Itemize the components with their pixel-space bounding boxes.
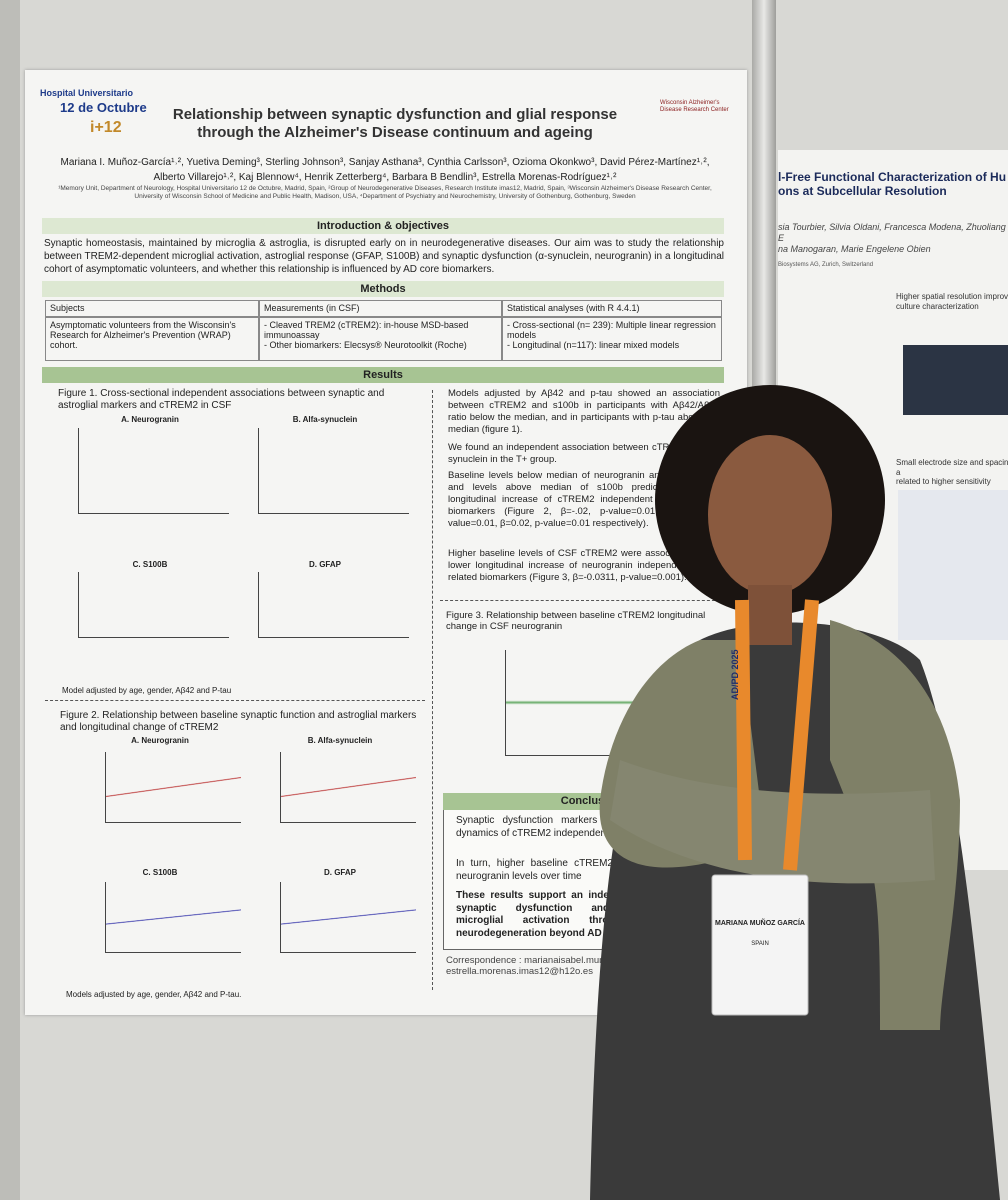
neighbor-title: l-Free Functional Characterization of Hu…: [778, 170, 1007, 199]
logo-text: 12 de Octubre: [60, 100, 147, 115]
panel-title: A. Neurogranin: [131, 736, 189, 745]
figure-caption: Figure 1. Cross-sectional independent as…: [58, 388, 385, 411]
section-heading: Results: [42, 367, 724, 383]
divider: [45, 700, 425, 701]
logo-text: i+12: [90, 119, 122, 136]
result-bullet: Models adjusted by Aβ42 and p-tau showed…: [448, 388, 720, 435]
face: [708, 435, 832, 595]
result-bullet: We found an independent association betw…: [448, 442, 720, 465]
forest-plot: [78, 428, 229, 514]
panel-title: B. Alfa-synuclein: [292, 415, 358, 424]
lanyard: [735, 599, 819, 871]
conclusion-bullet: In turn, higher baseline cTREM2 predicts…: [456, 858, 716, 882]
table-cell: Asymptomatic volunteers from the Wiscons…: [45, 317, 259, 361]
logo-text: Hospital Universitario: [40, 88, 134, 98]
badge-country: SPAIN: [751, 941, 769, 947]
table-header: Statistical analyses (with R 4.4.1): [502, 300, 722, 317]
wall-edge: [0, 0, 20, 1200]
scatter-plot: [105, 882, 241, 953]
table-header: Subjects: [45, 300, 259, 317]
table-cell: - Cross-sectional (n= 239): Multiple lin…: [502, 317, 722, 361]
scatter-plot: [280, 882, 416, 953]
crossed-arms: [610, 760, 935, 884]
lanyard-text: AD/PD 2025: [730, 649, 740, 700]
conclusion-bullet: These results support an independent lin…: [456, 890, 716, 939]
panel-title: A. Neurogranin: [121, 415, 179, 424]
figure-caption: Figure 2. Relationship between baseline …: [60, 710, 417, 733]
panel-title: B. Alfa-synuclein: [307, 736, 373, 745]
authors: Mariana I. Muñoz-García¹˒², Yuetiva Demi…: [60, 157, 710, 183]
neck: [748, 585, 792, 645]
badge-name: MARIANA MUÑOZ GARCÍA: [715, 918, 805, 927]
divider: [440, 600, 725, 601]
neighbor-authors: sia Tourbier, Silvia Oldani, Francesca M…: [778, 222, 1006, 254]
intro-text: Synaptic homeostasis, maintained by micr…: [44, 238, 724, 275]
badge: [711, 874, 809, 1016]
scatter-plot: [105, 752, 241, 823]
panel-title: C. S100B: [142, 868, 178, 877]
figure-caption: Figure 3. Relationship between baseline …: [446, 610, 706, 633]
forest-plot: [258, 572, 409, 638]
forest-plot: [78, 572, 229, 638]
table-cell: - Cleaved TREM2 (cTREM2): in-house MSD-b…: [259, 317, 502, 361]
conclusion-bullet: Synaptic dysfunction markers predict the…: [456, 815, 716, 839]
neighbor-affiliation: Biosystems AG, Zurich, Switzerland: [778, 262, 874, 268]
figure-note: Models adjusted by age, gender, Aβ42 and…: [66, 990, 242, 999]
forest-plot: [258, 428, 409, 514]
affiliations: ¹Memory Unit, Department of Neurology, H…: [58, 185, 712, 200]
neighbor-heading: Small electrode size and spacing a relat…: [896, 458, 1008, 487]
neighbor-figure: [898, 490, 1008, 640]
divider: [432, 390, 433, 990]
result-bullet: Higher baseline levels of CSF cTREM2 wer…: [448, 548, 720, 583]
logo-text: Wisconsin Alzheimer's Disease Research C…: [660, 100, 729, 114]
poster-title: Relationship between synaptic dysfunctio…: [172, 106, 618, 141]
figure-note: Model adjusted by age, gender, Aβ42 and …: [62, 686, 232, 695]
panel-title: D. GFAP: [323, 868, 356, 877]
panel-title: D. GFAP: [308, 560, 341, 569]
result-bullet: Baseline levels below median of neurogra…: [448, 470, 720, 529]
neighbor-image: [903, 345, 1008, 415]
neighbor-heading: Higher spatial resolution improv culture…: [896, 292, 1008, 311]
panel-title: C. S100B: [132, 560, 168, 569]
scatter-plot: [280, 752, 416, 823]
section-heading: Methods: [42, 281, 724, 297]
table-header: Measurements (in CSF): [259, 300, 502, 317]
section-heading: Introduction & objectives: [42, 218, 724, 234]
